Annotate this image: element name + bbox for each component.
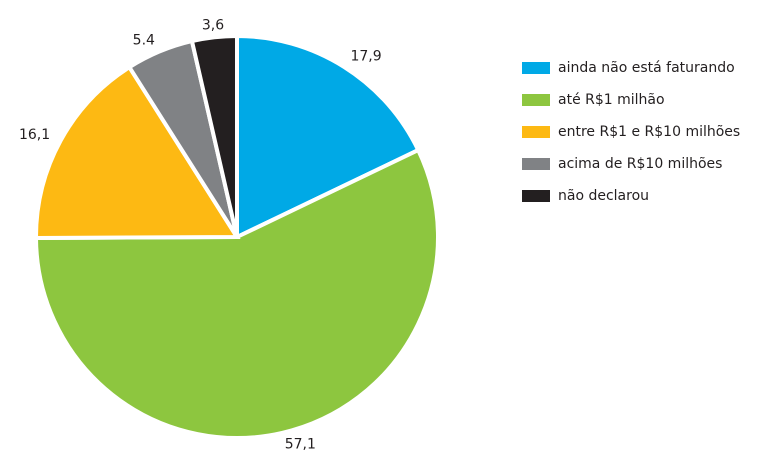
legend-label: até R$1 milhão (558, 92, 665, 108)
legend-swatch (522, 126, 550, 138)
legend-swatch (522, 62, 550, 74)
data-label: 16,1 (19, 127, 50, 143)
pie-slice (34, 64, 241, 240)
data-label: 17,9 (350, 49, 381, 65)
data-label: 5.4 (133, 32, 155, 48)
legend-label: não declarou (558, 188, 649, 204)
legend-label: acima de R$10 milhões (558, 156, 722, 172)
legend-swatch (522, 190, 550, 202)
legend-swatch (522, 94, 550, 106)
legend-label: ainda não está faturando (558, 60, 735, 76)
legend-label: entre R$1 e R$10 milhões (558, 124, 740, 140)
data-label: 3,6 (202, 17, 224, 33)
legend-swatch (522, 158, 550, 170)
pie-slice (33, 147, 440, 440)
pie-slice (189, 33, 239, 238)
data-label: 57,1 (285, 437, 316, 453)
pie-slice (235, 33, 421, 241)
